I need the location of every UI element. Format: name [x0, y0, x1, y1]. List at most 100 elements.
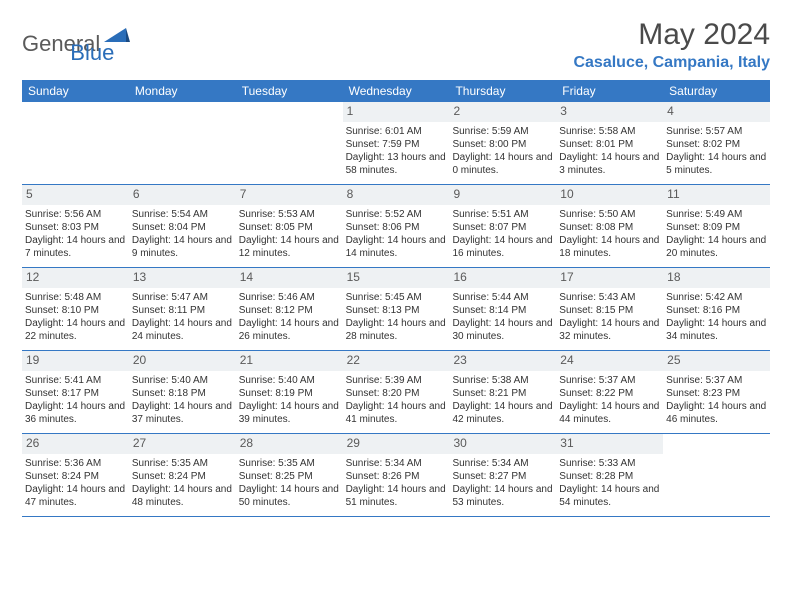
day-cell: 14Sunrise: 5:46 AMSunset: 8:12 PMDayligh…: [236, 268, 343, 350]
sunset-line: Sunset: 8:04 PM: [132, 221, 233, 234]
day-cell: 16Sunrise: 5:44 AMSunset: 8:14 PMDayligh…: [449, 268, 556, 350]
weekday-header: Monday: [129, 80, 236, 102]
weekday-header: Thursday: [449, 80, 556, 102]
sunset-line: Sunset: 8:20 PM: [346, 387, 447, 400]
daylight-line: Daylight: 14 hours and 12 minutes.: [239, 234, 340, 260]
sunrise-line: Sunrise: 5:51 AM: [452, 208, 553, 221]
daylight-line: Daylight: 14 hours and 53 minutes.: [452, 483, 553, 509]
weekday-header: Saturday: [663, 80, 770, 102]
sunrise-line: Sunrise: 5:49 AM: [666, 208, 767, 221]
day-cell: 9Sunrise: 5:51 AMSunset: 8:07 PMDaylight…: [449, 185, 556, 267]
week-row: 1Sunrise: 6:01 AMSunset: 7:59 PMDaylight…: [22, 102, 770, 185]
sunrise-line: Sunrise: 5:52 AM: [346, 208, 447, 221]
sunset-line: Sunset: 8:11 PM: [132, 304, 233, 317]
sunset-line: Sunset: 8:27 PM: [452, 470, 553, 483]
day-number: 22: [343, 351, 450, 371]
day-number: 25: [663, 351, 770, 371]
sunrise-line: Sunrise: 5:46 AM: [239, 291, 340, 304]
sunset-line: Sunset: 8:25 PM: [239, 470, 340, 483]
sunrise-line: Sunrise: 5:53 AM: [239, 208, 340, 221]
day-number: 12: [22, 268, 129, 288]
day-number: 29: [343, 434, 450, 454]
daylight-line: Daylight: 14 hours and 5 minutes.: [666, 151, 767, 177]
day-cell: 28Sunrise: 5:35 AMSunset: 8:25 PMDayligh…: [236, 434, 343, 516]
sunrise-line: Sunrise: 5:36 AM: [25, 457, 126, 470]
day-cell: 22Sunrise: 5:39 AMSunset: 8:20 PMDayligh…: [343, 351, 450, 433]
weekday-header: Wednesday: [343, 80, 450, 102]
sunset-line: Sunset: 8:13 PM: [346, 304, 447, 317]
sunset-line: Sunset: 8:16 PM: [666, 304, 767, 317]
daylight-line: Daylight: 14 hours and 46 minutes.: [666, 400, 767, 426]
sunrise-line: Sunrise: 5:33 AM: [559, 457, 660, 470]
day-cell: 31Sunrise: 5:33 AMSunset: 8:28 PMDayligh…: [556, 434, 663, 516]
day-number: 6: [129, 185, 236, 205]
day-number: 26: [22, 434, 129, 454]
day-number: 3: [556, 102, 663, 122]
daylight-line: Daylight: 14 hours and 47 minutes.: [25, 483, 126, 509]
day-cell: [129, 102, 236, 184]
daylight-line: Daylight: 14 hours and 44 minutes.: [559, 400, 660, 426]
sunrise-line: Sunrise: 5:39 AM: [346, 374, 447, 387]
weekday-header: Tuesday: [236, 80, 343, 102]
sunset-line: Sunset: 8:10 PM: [25, 304, 126, 317]
daylight-line: Daylight: 14 hours and 22 minutes.: [25, 317, 126, 343]
sunrise-line: Sunrise: 5:56 AM: [25, 208, 126, 221]
daylight-line: Daylight: 14 hours and 39 minutes.: [239, 400, 340, 426]
daylight-line: Daylight: 14 hours and 30 minutes.: [452, 317, 553, 343]
brand-text-blue: Blue: [70, 40, 114, 66]
sunrise-line: Sunrise: 5:57 AM: [666, 125, 767, 138]
day-number: 19: [22, 351, 129, 371]
sunset-line: Sunset: 8:26 PM: [346, 470, 447, 483]
sunset-line: Sunset: 8:24 PM: [132, 470, 233, 483]
sunset-line: Sunset: 8:01 PM: [559, 138, 660, 151]
day-number: 31: [556, 434, 663, 454]
day-number: 4: [663, 102, 770, 122]
daylight-line: Daylight: 14 hours and 16 minutes.: [452, 234, 553, 260]
day-cell: 17Sunrise: 5:43 AMSunset: 8:15 PMDayligh…: [556, 268, 663, 350]
daylight-line: Daylight: 14 hours and 0 minutes.: [452, 151, 553, 177]
day-cell: 19Sunrise: 5:41 AMSunset: 8:17 PMDayligh…: [22, 351, 129, 433]
day-number: 7: [236, 185, 343, 205]
sunset-line: Sunset: 8:00 PM: [452, 138, 553, 151]
day-number: 8: [343, 185, 450, 205]
day-number: 2: [449, 102, 556, 122]
daylight-line: Daylight: 14 hours and 3 minutes.: [559, 151, 660, 177]
day-cell: 20Sunrise: 5:40 AMSunset: 8:18 PMDayligh…: [129, 351, 236, 433]
daylight-line: Daylight: 14 hours and 42 minutes.: [452, 400, 553, 426]
daylight-line: Daylight: 14 hours and 24 minutes.: [132, 317, 233, 343]
daylight-line: Daylight: 14 hours and 7 minutes.: [25, 234, 126, 260]
day-cell: 2 Sunrise: 5:59 AMSunset: 8:00 PMDaylight…: [449, 102, 556, 184]
day-number: 17: [556, 268, 663, 288]
title-block: May 2024 Casaluce, Campania, Italy: [573, 18, 770, 72]
day-cell: 26Sunrise: 5:36 AMSunset: 8:24 PMDayligh…: [22, 434, 129, 516]
sunset-line: Sunset: 8:28 PM: [559, 470, 660, 483]
day-number: 13: [129, 268, 236, 288]
day-number: 16: [449, 268, 556, 288]
day-cell: 24Sunrise: 5:37 AMSunset: 8:22 PMDayligh…: [556, 351, 663, 433]
day-number: 24: [556, 351, 663, 371]
day-number: 15: [343, 268, 450, 288]
day-cell: 1Sunrise: 6:01 AMSunset: 7:59 PMDaylight…: [343, 102, 450, 184]
page-header: General Blue May 2024 Casaluce, Campania…: [22, 18, 770, 72]
day-cell: 11Sunrise: 5:49 AMSunset: 8:09 PMDayligh…: [663, 185, 770, 267]
brand-logo: General Blue: [22, 18, 114, 66]
day-cell: 29Sunrise: 5:34 AMSunset: 8:26 PMDayligh…: [343, 434, 450, 516]
day-number: 30: [449, 434, 556, 454]
day-number: 9: [449, 185, 556, 205]
sunset-line: Sunset: 8:05 PM: [239, 221, 340, 234]
sunrise-line: Sunrise: 5:54 AM: [132, 208, 233, 221]
sunrise-line: Sunrise: 5:34 AM: [346, 457, 447, 470]
sunrise-line: Sunrise: 5:34 AM: [452, 457, 553, 470]
day-number: 21: [236, 351, 343, 371]
sunset-line: Sunset: 8:12 PM: [239, 304, 340, 317]
daylight-line: Daylight: 14 hours and 34 minutes.: [666, 317, 767, 343]
sunrise-line: Sunrise: 5:40 AM: [132, 374, 233, 387]
sunset-line: Sunset: 7:59 PM: [346, 138, 447, 151]
day-cell: 10Sunrise: 5:50 AMSunset: 8:08 PMDayligh…: [556, 185, 663, 267]
sunrise-line: Sunrise: 5:59 AM: [452, 125, 553, 138]
sunrise-line: Sunrise: 5:40 AM: [239, 374, 340, 387]
day-cell: 23Sunrise: 5:38 AMSunset: 8:21 PMDayligh…: [449, 351, 556, 433]
daylight-line: Daylight: 14 hours and 9 minutes.: [132, 234, 233, 260]
day-cell: [663, 434, 770, 516]
weekday-header: Friday: [556, 80, 663, 102]
